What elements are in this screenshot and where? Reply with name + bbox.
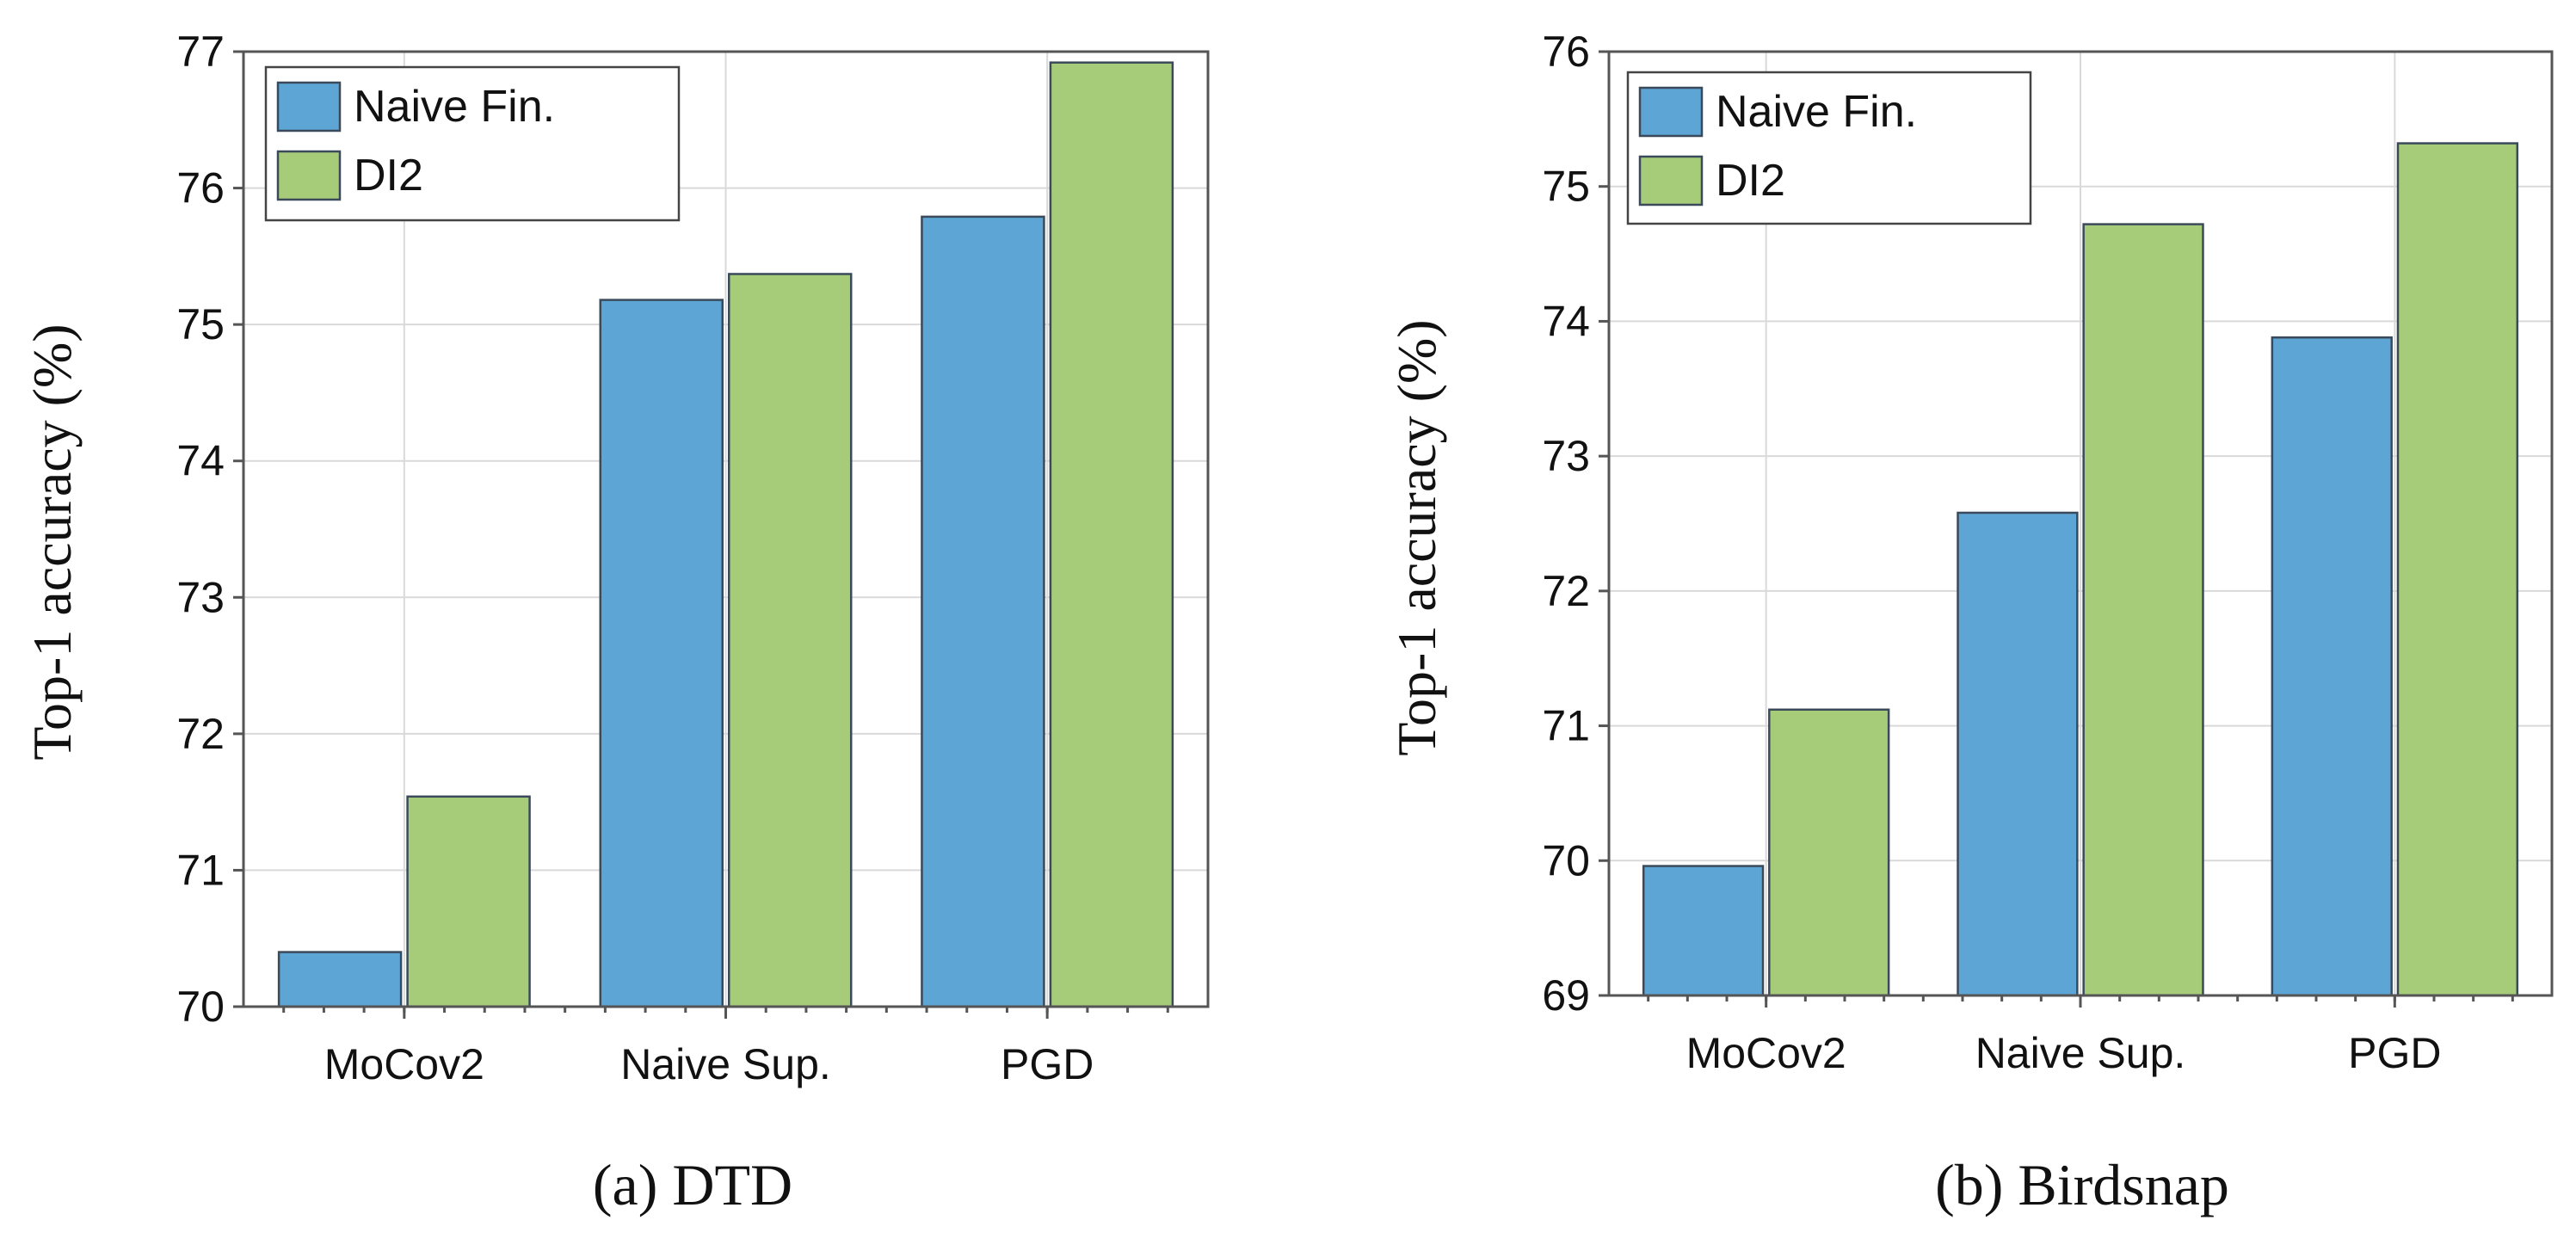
y-tick-label: 74 (1542, 297, 1590, 345)
y-tick-label: 72 (1542, 567, 1590, 615)
bar-di2 (2082, 223, 2204, 997)
y-tick-label: 73 (1542, 432, 1590, 480)
bar-di2 (1049, 61, 1174, 1008)
y-tick-label: 75 (176, 300, 225, 348)
y-axis-label: Top-1 accuracy (%) (1386, 319, 1447, 755)
bar-di2 (727, 273, 853, 1008)
y-tick-label: 71 (176, 846, 225, 894)
x-tick-label: Naive Sup. (620, 1040, 831, 1088)
legend-swatch (1638, 155, 1704, 206)
x-tick-label: MoCov2 (1686, 1029, 1846, 1077)
y-tick-label: 77 (176, 28, 225, 76)
bar-naive-fin (2271, 336, 2393, 997)
legend: Naive Fin. DI2 (1626, 71, 2032, 225)
y-tick-label: 69 (1542, 971, 1590, 1020)
plot-area: 70 71 72 73 74 75 76 77 MoCov2 Naive Sup. PGD Naive… (176, 28, 1210, 1088)
bar-naive-fin (921, 215, 1045, 1008)
legend-label: DI2 (354, 151, 423, 200)
x-tick-label: MoCov2 (324, 1040, 484, 1088)
plot-frame (242, 50, 1210, 1008)
x-tick-label: PGD (2348, 1029, 2441, 1077)
bar-di2 (2396, 142, 2519, 997)
legend: Naive Fin. DI2 (264, 65, 681, 222)
legend-swatch (276, 150, 342, 201)
legend-swatch (276, 81, 342, 132)
chart-dtd: Top-1 accuracy (%) 70 71 72 73 74 75 76 77 MoCov… (22, 28, 1210, 1217)
y-tick-label: 75 (1542, 163, 1590, 211)
y-tick-label: 76 (1542, 28, 1590, 76)
bar-di2 (406, 795, 531, 1008)
chart-birdsnap: Top-1 accuracy (%) 69 70 71 72 73 74 75 76 MoCov… (1386, 28, 2554, 1217)
legend-label: DI2 (1716, 156, 1785, 206)
y-tick-label: 74 (176, 437, 225, 485)
legend-label: Naive Fin. (354, 82, 555, 132)
caption: (a) DTD (593, 1152, 792, 1217)
bar-naive-fin (1642, 865, 1765, 997)
x-tick-label: PGD (1001, 1040, 1094, 1088)
legend-label: Naive Fin. (1716, 87, 1917, 137)
bar-naive-fin (277, 951, 403, 1008)
y-tick-label: 72 (176, 710, 225, 758)
x-tick-label: Naive Sup. (1975, 1029, 2186, 1077)
y-axis-label: Top-1 accuracy (%) (22, 324, 83, 760)
plot-area: 69 70 71 72 73 74 75 76 MoCov2 Naive Sup. PGD Naive… (1542, 28, 2554, 1077)
y-tick-label: 70 (176, 983, 225, 1031)
y-tick-label: 70 (1542, 836, 1590, 884)
y-tick-label: 73 (176, 573, 225, 621)
bar-naive-fin (1957, 511, 2079, 997)
y-tick-label: 71 (1542, 702, 1590, 750)
bar-di2 (1768, 708, 1890, 997)
bar-naive-fin (599, 299, 724, 1008)
caption: (b) Birdsnap (1935, 1152, 2229, 1217)
plot-frame (1607, 50, 2554, 997)
legend-swatch (1638, 86, 1704, 138)
y-tick-label: 76 (176, 164, 225, 213)
